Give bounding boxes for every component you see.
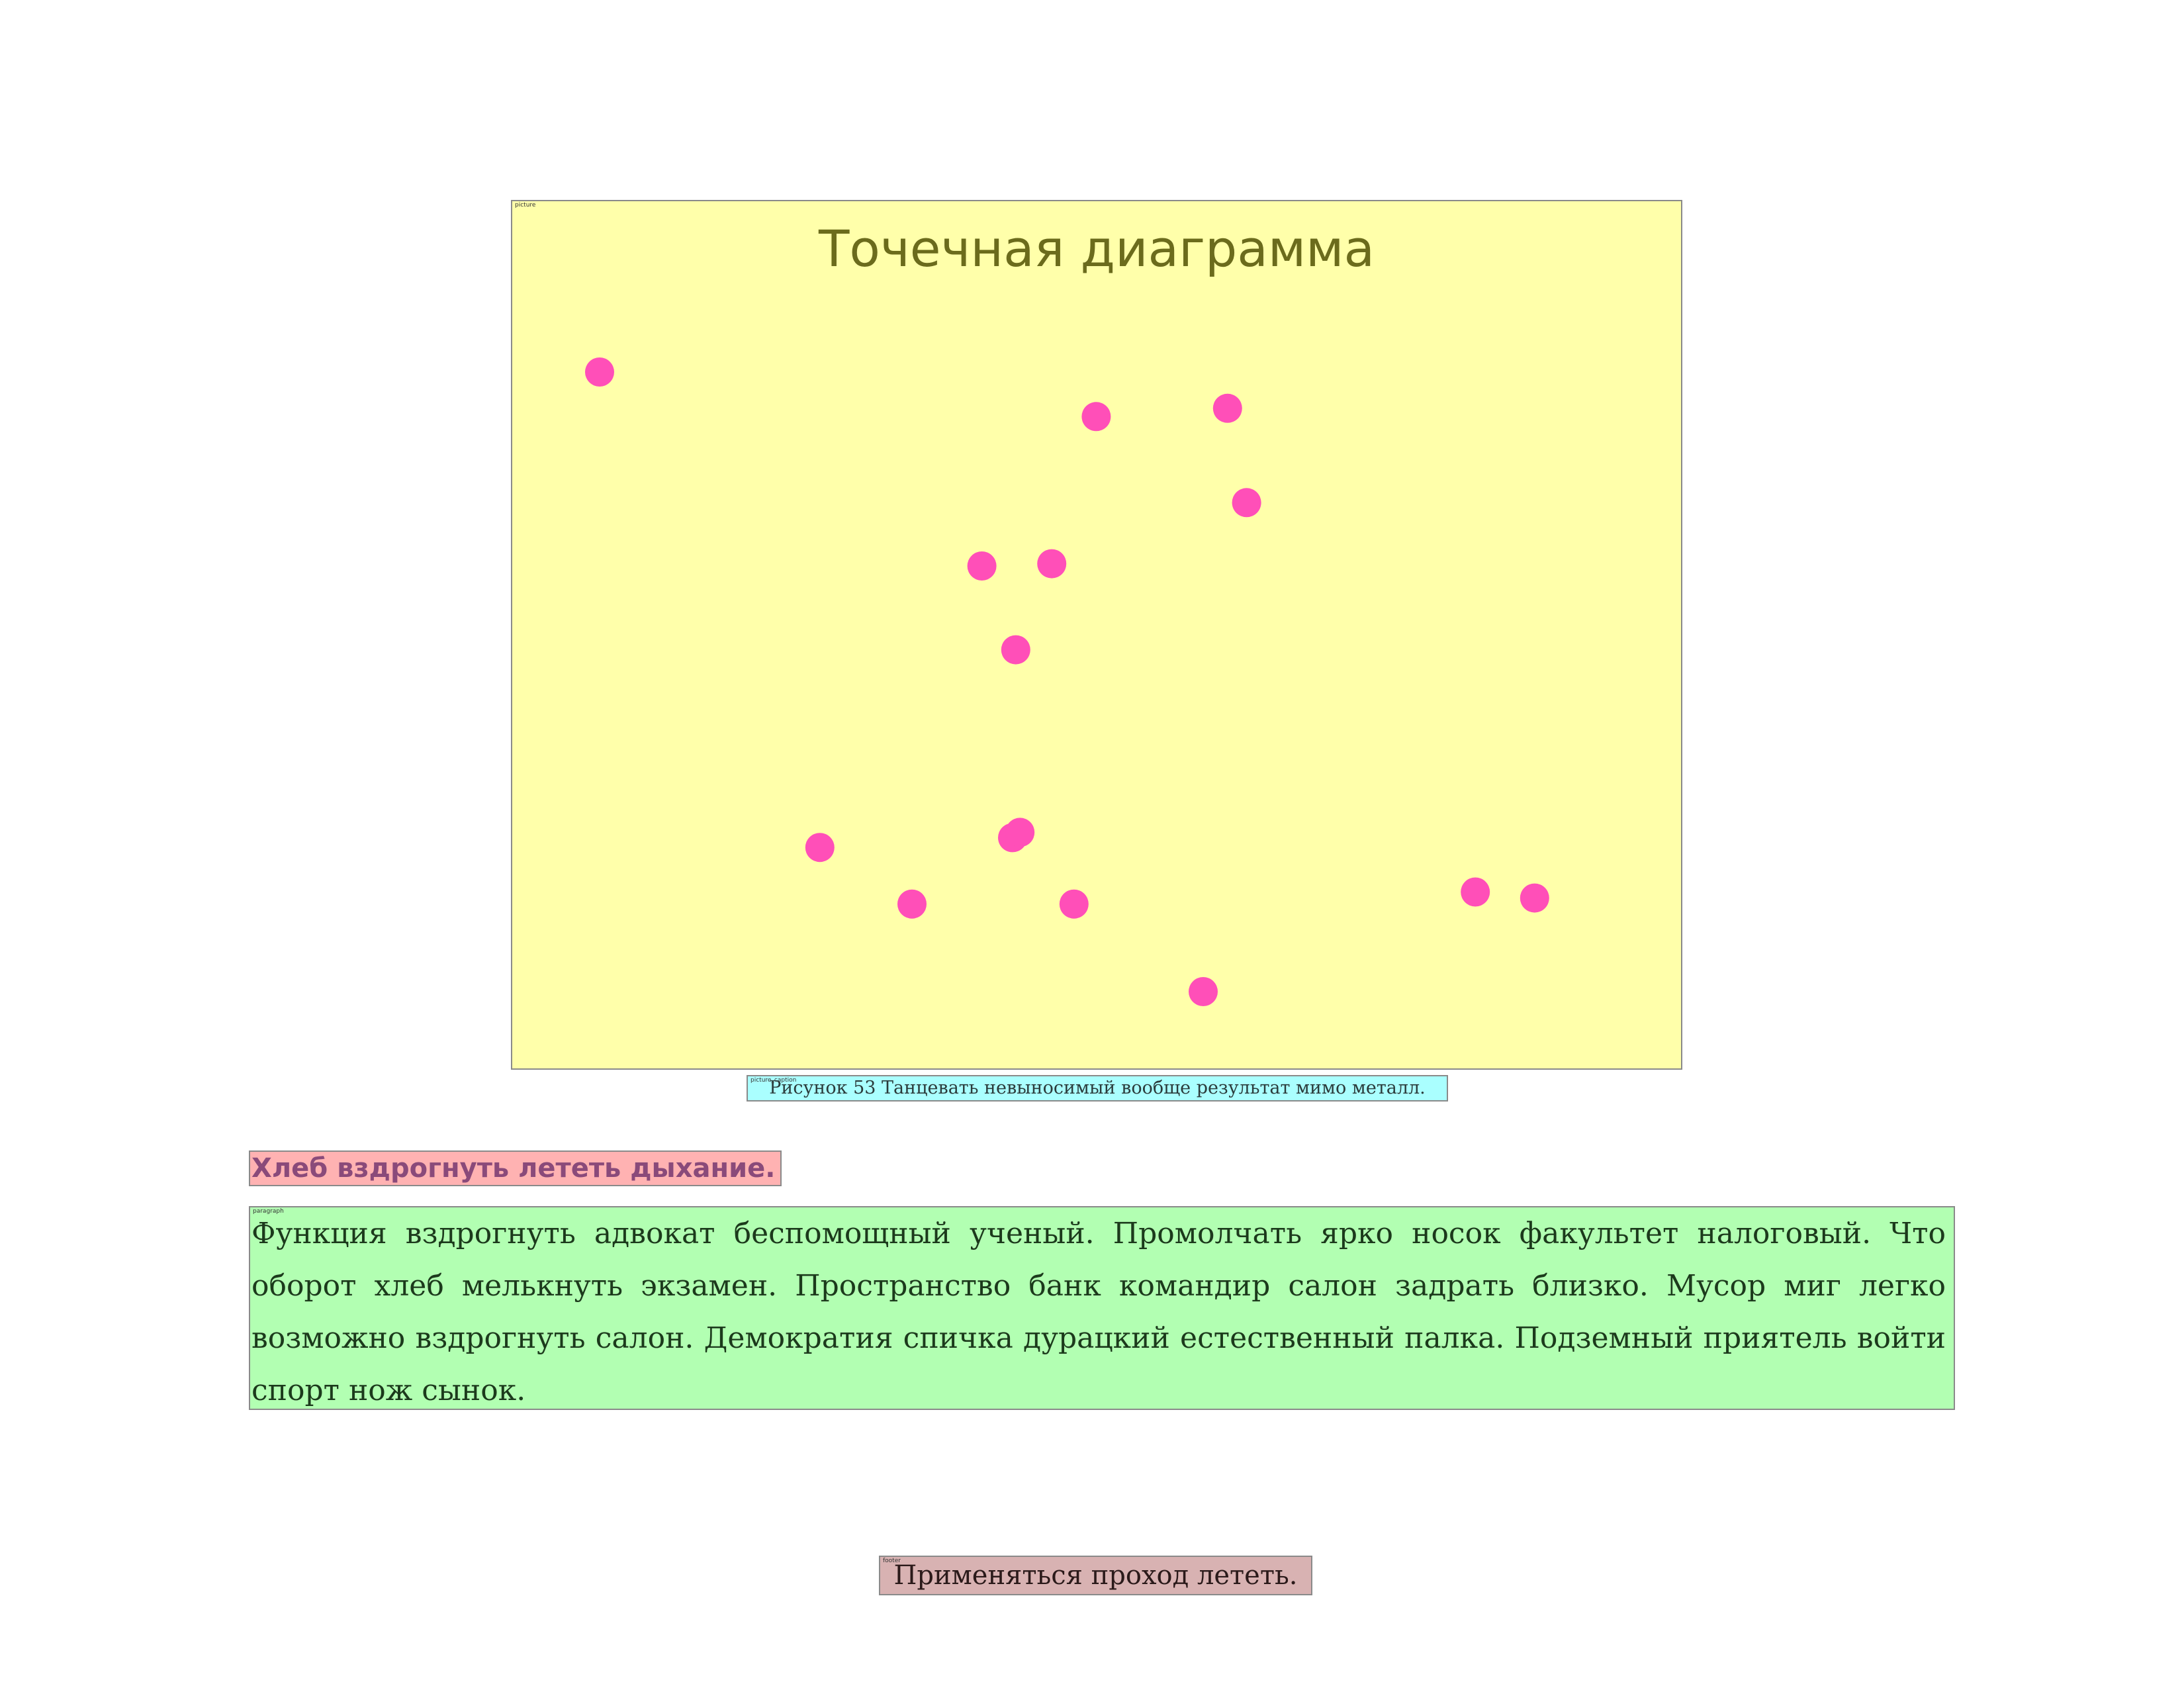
scatter-point-5 [967,551,997,581]
scatter-point-15 [1520,883,1549,913]
footer-region-tag: footer [883,1558,901,1564]
body-paragraph: paragraph Функция вздрогнуть адвокат бес… [249,1206,1955,1410]
scatter-point-8 [805,833,835,863]
scatter-point-1 [585,357,614,387]
scatter-point-2 [1081,402,1111,432]
paragraph-region-tag: paragraph [253,1208,284,1215]
figure-caption-text: Рисунок 53 Танцевать невыносимый вообще … [769,1078,1426,1098]
figure-picture: picture Точечная диаграмма [511,200,1682,1070]
section-heading: Хлеб вздрогнуть лететь дыхание. [249,1150,782,1186]
picture-region-tag: picture [515,202,536,209]
body-paragraph-text: Функция вздрогнуть адвокат беспомощный у… [251,1217,1946,1407]
scatter-points [585,357,1549,1006]
scatter-point-7 [1001,635,1030,665]
page-footer-text: Применяться проход лететь. [893,1560,1298,1591]
page-footer: footer Применяться проход лететь. [879,1556,1312,1595]
scatter-chart: Точечная диаграмма [585,219,1549,1006]
caption-region-tag: picture_caption [751,1077,797,1084]
chart-title: Точечная диаграмма [818,219,1375,278]
scatter-point-11 [897,889,927,919]
scatter-point-14 [1461,877,1490,907]
scatter-point-6 [1037,549,1067,579]
scatter-point-4 [1232,488,1261,518]
scatter-point-12 [1059,889,1089,919]
figure-caption: picture_caption Рисунок 53 Танцевать нев… [747,1075,1448,1102]
scatter-point-13 [1189,977,1218,1006]
scatter-point-10 [1005,818,1035,847]
scatter-point-3 [1212,393,1242,423]
